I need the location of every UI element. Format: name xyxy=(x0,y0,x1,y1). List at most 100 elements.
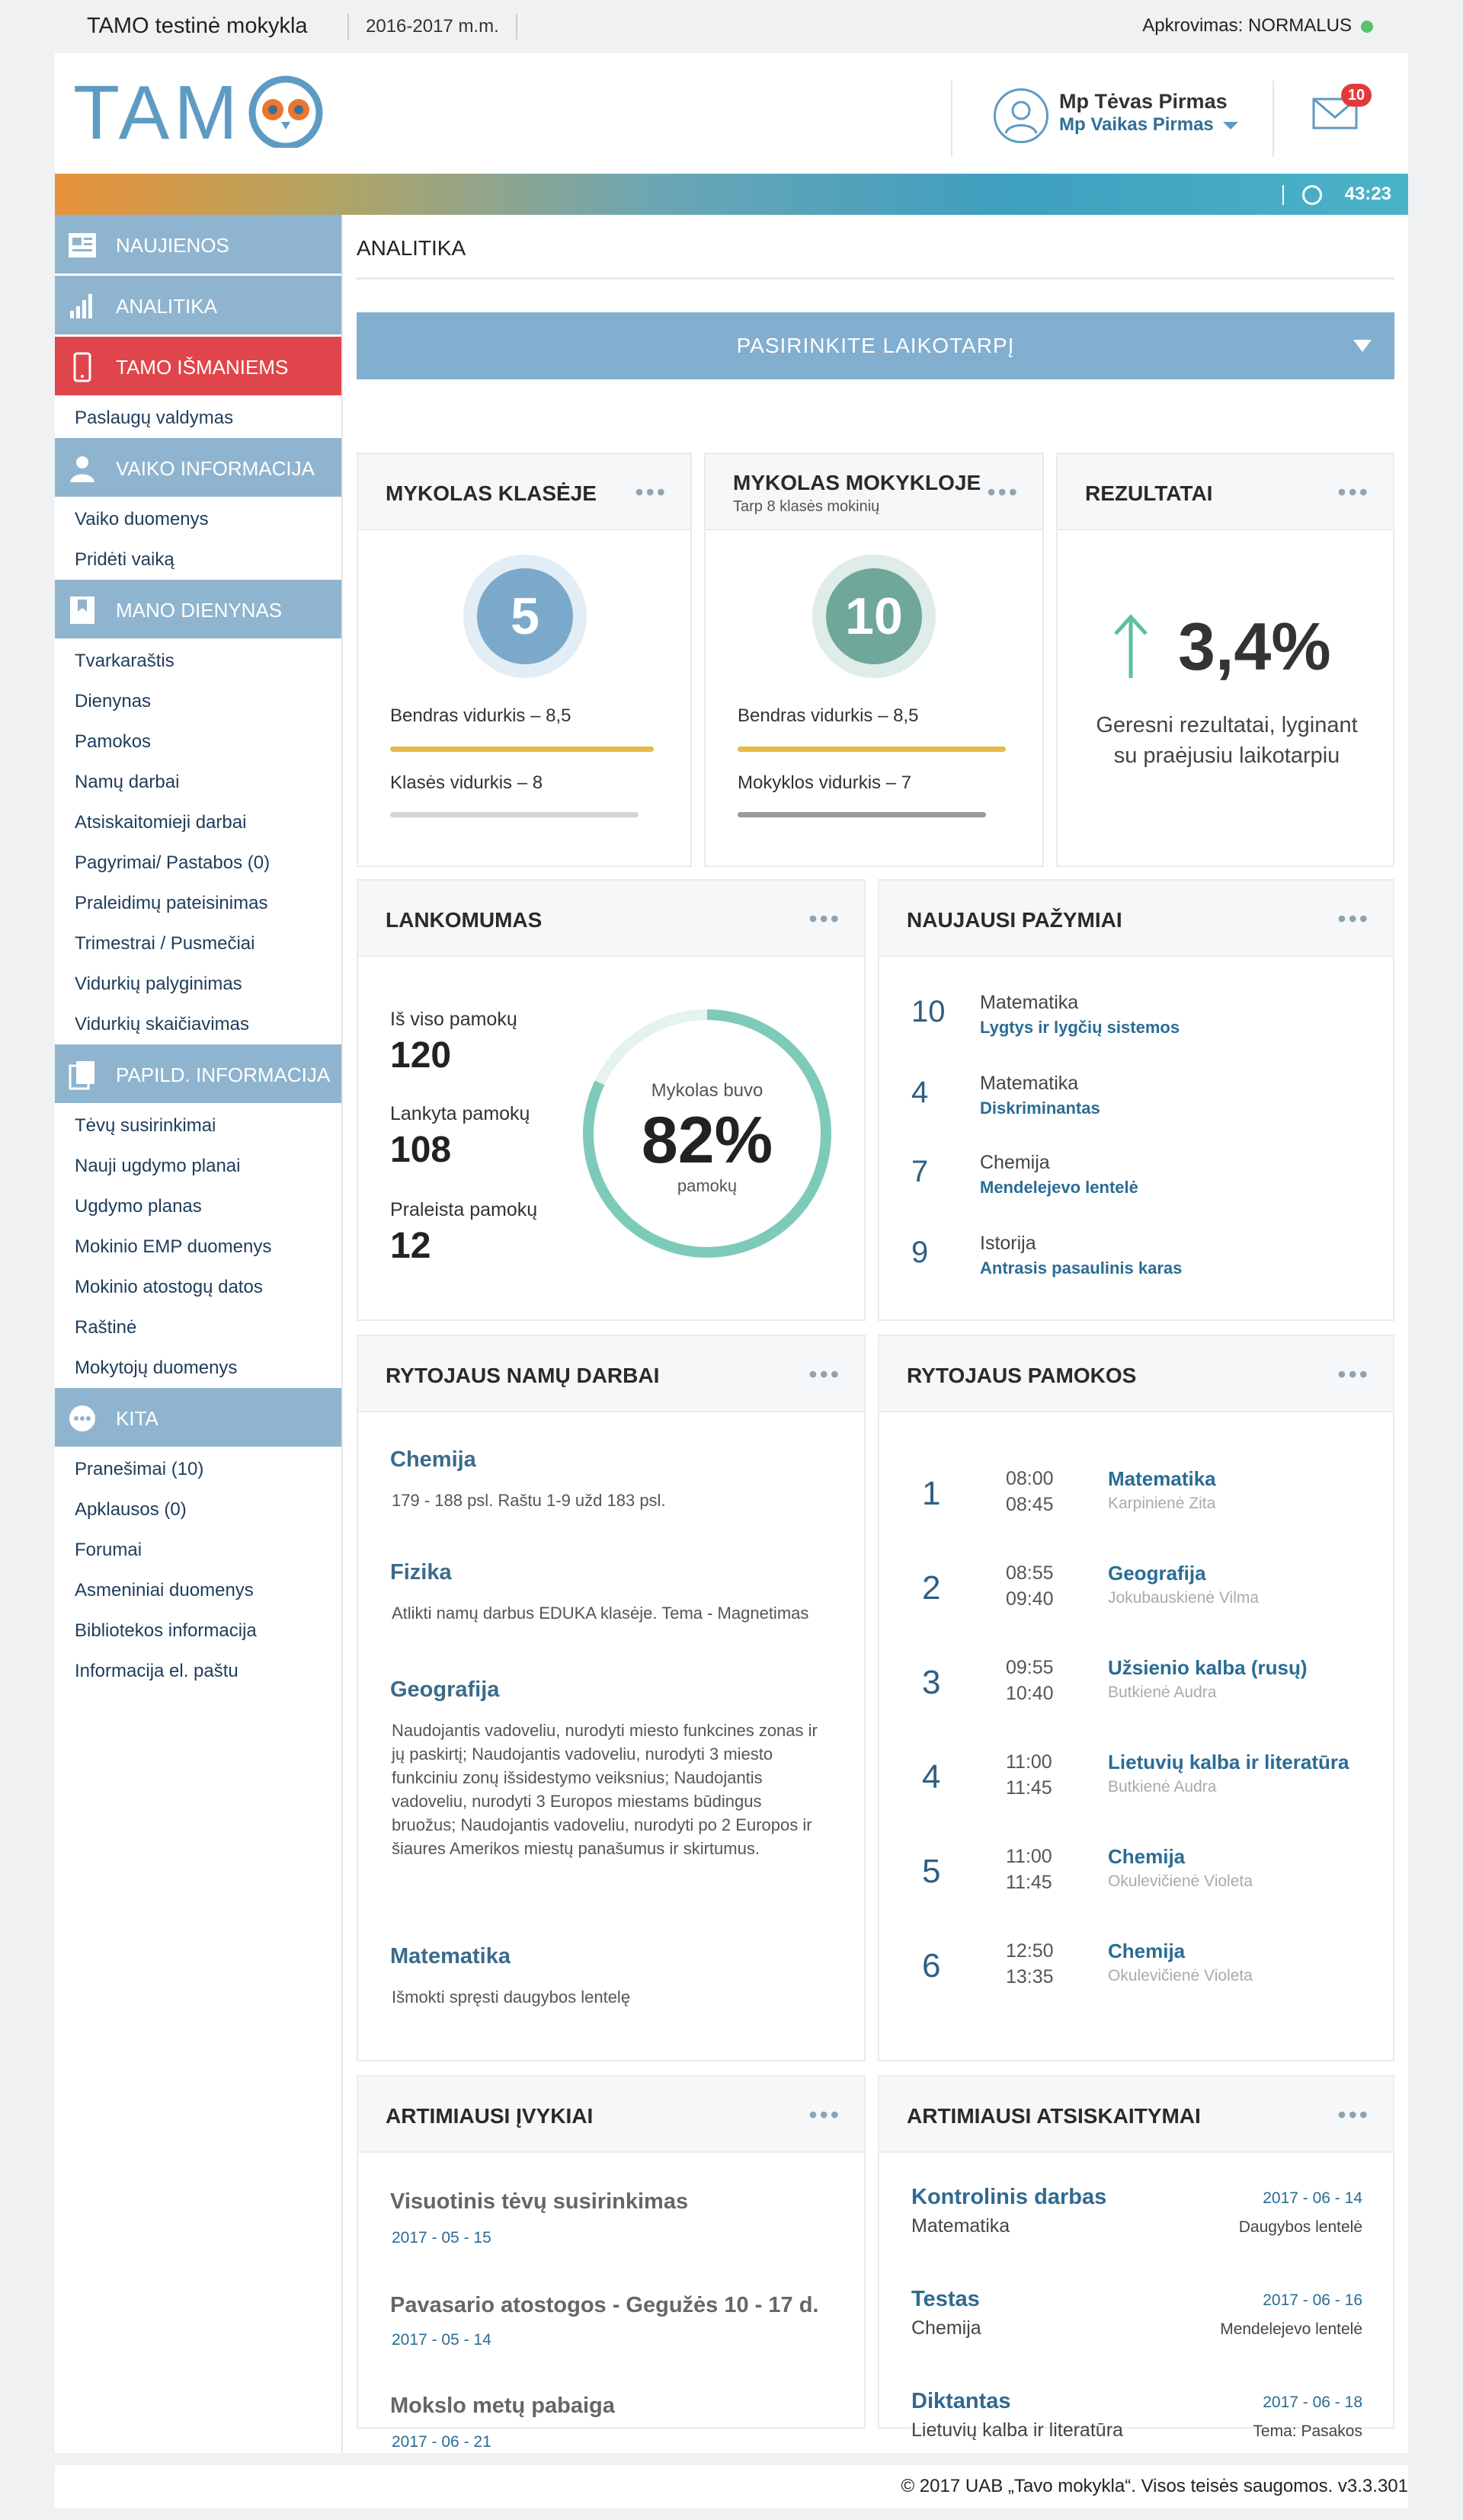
lesson-number: 4 xyxy=(922,1758,941,1796)
card-header: RYTOJAUS NAMŲ DARBAI ••• xyxy=(358,1336,864,1412)
sidebar-link[interactable]: Vidurkių skaičiavimas xyxy=(75,1014,249,1035)
more-options-icon[interactable]: ••• xyxy=(635,478,667,506)
sidebar-link[interactable]: Asmeniniai duomenys xyxy=(75,1580,254,1601)
sidebar-link[interactable]: Atsiskaitomieji darbai xyxy=(75,812,247,833)
bar-chart-icon xyxy=(70,294,92,318)
lesson-end: 11:45 xyxy=(1006,1777,1052,1799)
card-title: RYTOJAUS NAMŲ DARBAI xyxy=(386,1364,660,1387)
footer: © 2017 UAB „Tavo mokykla“. Visos teisės … xyxy=(55,2465,1408,2508)
sidebar-link[interactable]: Vidurkių palyginimas xyxy=(75,974,242,994)
sidebar: NAUJIENOS ANALITIKA TAMO IŠMANIEMS Pasla… xyxy=(55,215,343,2453)
user-menu[interactable]: Mp Tėvas Pirmas Mp Vaikas Pirmas xyxy=(951,81,1274,157)
lesson-subject: Užsienio kalba (rusų) xyxy=(1108,1656,1308,1679)
homework-text: Naudojantis vadoveliu, nurodyti miesto f… xyxy=(392,1721,818,1858)
homework-card: RYTOJAUS NAMŲ DARBAI ••• Chemija 179 - 188… xyxy=(357,1335,866,2061)
parent-name: Mp Tėvas Pirmas xyxy=(1059,90,1228,113)
school-average: Mokyklos vidurkis – 7 xyxy=(738,772,912,793)
session-timer: 43:23 xyxy=(1282,174,1391,215)
sidebar-link[interactable]: Nauji ugdymo planai xyxy=(75,1156,241,1176)
sidebar-link[interactable]: Pranešimai (10) xyxy=(75,1459,204,1479)
lesson-start: 08:55 xyxy=(1006,1562,1054,1584)
card-header: LANKOMUMAS ••• xyxy=(358,881,864,957)
more-options-icon[interactable]: ••• xyxy=(1337,478,1370,506)
card-header: NAUJAUSI PAŽYMIAI ••• xyxy=(879,881,1393,957)
lesson-teacher: Butkienė Audra xyxy=(1108,1684,1217,1701)
sidebar-link[interactable]: Pridėti vaiką xyxy=(75,549,174,570)
lesson-subject: Chemija xyxy=(1108,1940,1186,1962)
clock-icon xyxy=(1301,184,1322,205)
sidebar-link[interactable]: Vaiko duomenys xyxy=(75,509,209,529)
score-circle: 10 xyxy=(812,555,936,678)
sidebar-link[interactable]: Praleidimų pateisinimas xyxy=(75,893,268,913)
lesson-end: 09:40 xyxy=(1006,1588,1054,1610)
card-title: REZULTATAI xyxy=(1085,481,1213,505)
sidebar-link[interactable]: Apklausos (0) xyxy=(75,1499,187,1520)
test-subject: Lietuvių kalba ir literatūra xyxy=(911,2419,1123,2441)
sidebar-link[interactable]: Pagyrimai/ Pastabos (0) xyxy=(75,852,271,873)
sidebar-item-mobile[interactable]: TAMO IŠMANIEMS xyxy=(55,337,341,398)
grade-topic: Mendelejevo lentelė xyxy=(980,1178,1138,1197)
attended-lessons-value: 108 xyxy=(390,1130,452,1170)
sidebar-link[interactable]: Tėvų susirinkimai xyxy=(75,1115,216,1136)
school-year[interactable]: 2016-2017 m.m. xyxy=(347,14,517,40)
messages-button[interactable]: 10 xyxy=(1311,84,1372,134)
more-options-icon[interactable]: ••• xyxy=(808,2101,841,2128)
ring-top-label: Mykolas buvo xyxy=(651,1080,764,1101)
sidebar-link[interactable]: Mokinio atostogų datos xyxy=(75,1277,263,1297)
sidebar-item-child-info[interactable]: VAIKO INFORMACIJA xyxy=(55,438,341,499)
overall-average-bar xyxy=(390,747,654,752)
grade-subject: Matematika xyxy=(980,992,1079,1013)
upcoming-tests-card: ARTIMIAUSI ATSISKAITYMAI ••• Kontrolinis … xyxy=(878,2075,1394,2441)
more-options-icon[interactable]: ••• xyxy=(1337,2101,1370,2128)
bookmark-book-icon xyxy=(70,596,94,624)
sidebar-link[interactable]: Forumai xyxy=(75,1540,142,1560)
lesson-start: 12:50 xyxy=(1006,1940,1054,1962)
homework-subject: Chemija xyxy=(390,1447,476,1472)
tamo-logo[interactable]: TAM xyxy=(73,75,326,151)
sidebar-link[interactable]: Bibliotekos informacija xyxy=(75,1620,257,1641)
results-card: REZULTATAI ••• 3,4% Geresni rezultatai, l… xyxy=(1056,453,1394,867)
sidebar-link[interactable]: Mokinio EMP duomenys xyxy=(75,1236,272,1257)
more-options-icon[interactable]: ••• xyxy=(808,1361,841,1388)
school-score: 10 xyxy=(826,568,922,664)
sidebar-link[interactable]: Trimestrai / Pusmečiai xyxy=(75,933,255,954)
sidebar-item-other[interactable]: KITA xyxy=(55,1388,341,1449)
card-title: RYTOJAUS PAMOKOS xyxy=(907,1364,1137,1387)
period-select[interactable]: PASIRINKITE LAIKOTARPĮ xyxy=(357,312,1394,379)
sidebar-link[interactable]: Tvarkaraštis xyxy=(75,651,174,671)
lesson-subject: Chemija xyxy=(1108,1845,1186,1868)
grade-topic: Antrasis pasaulinis karas xyxy=(980,1258,1183,1278)
sidebar-link[interactable]: Informacija el. paštu xyxy=(75,1661,238,1681)
sidebar-link[interactable]: Ugdymo planas xyxy=(75,1196,202,1217)
test-date: 2017 - 06 - 14 xyxy=(1263,2189,1362,2207)
tomorrow-lessons-card: RYTOJAUS PAMOKOS ••• 1 08:00 08:45 Matematik… xyxy=(878,1335,1394,2061)
unread-count-badge: 10 xyxy=(1341,84,1372,107)
card-header: ARTIMIAUSI ĮVYKIAI ••• xyxy=(358,2077,864,2153)
sidebar-item-extra-info[interactable]: PAPILD. INFORMACIJA xyxy=(55,1044,341,1105)
sidebar-link[interactable]: Dienynas xyxy=(75,691,152,712)
lesson-start: 11:00 xyxy=(1006,1846,1052,1867)
sidebar-link[interactable]: Pamokos xyxy=(75,731,152,752)
sidebar-item-news[interactable]: NAUJIENOS xyxy=(55,215,341,276)
more-options-icon[interactable]: ••• xyxy=(987,478,1020,506)
card-title: MYKOLAS KLASĖJE xyxy=(386,481,597,505)
sidebar-link[interactable]: Namų darbai xyxy=(75,772,180,792)
attendance-ring-progress xyxy=(583,1009,831,1258)
sidebar-link-services[interactable]: Paslaugų valdymas xyxy=(75,408,234,428)
child-info-links: Vaiko duomenys Pridėti vaiką xyxy=(55,499,341,580)
more-options-icon[interactable]: ••• xyxy=(808,905,841,932)
child-selector[interactable]: Mp Vaikas Pirmas xyxy=(1059,114,1238,136)
newspaper-icon xyxy=(69,233,96,257)
grade-value: 10 xyxy=(911,995,946,1028)
ring-bottom-label: pamokų xyxy=(677,1176,738,1195)
lesson-subject: Matematika xyxy=(1108,1467,1216,1490)
card-header: RYTOJAUS PAMOKOS ••• xyxy=(879,1336,1393,1412)
sidebar-link[interactable]: Raštinė xyxy=(75,1317,137,1338)
sidebar-item-analytics[interactable]: ANALITIKA xyxy=(55,276,341,337)
more-options-icon[interactable]: ••• xyxy=(1337,1361,1370,1388)
sidebar-item-diary[interactable]: MANO DIENYNAS xyxy=(55,580,341,641)
more-options-icon[interactable]: ••• xyxy=(1337,905,1370,932)
lesson-teacher: Okulevičienė Violeta xyxy=(1108,1967,1253,1984)
sidebar-link[interactable]: Mokytojų duomenys xyxy=(75,1358,238,1378)
header: TAM Mp Tėvas Pirmas Mp Vaikas Pirmas 10 xyxy=(55,53,1408,174)
